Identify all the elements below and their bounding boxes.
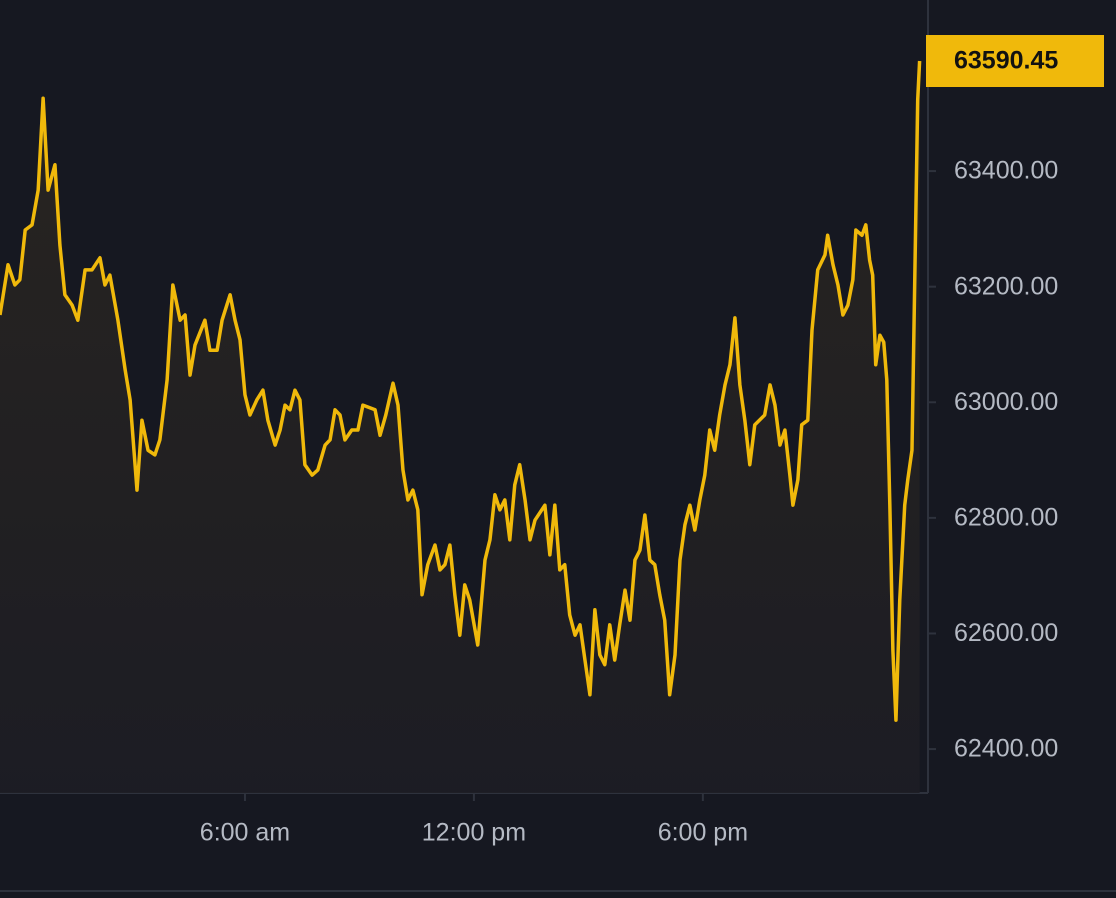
y-tick-label: 63400.00 xyxy=(954,157,1058,185)
x-tick-label: 6:00 am xyxy=(200,819,290,847)
y-tick-label: 63200.00 xyxy=(954,272,1058,300)
x-tick-label: 12:00 pm xyxy=(422,819,526,847)
y-tick-label: 62400.00 xyxy=(954,735,1058,763)
y-tick-label: 62600.00 xyxy=(954,619,1058,647)
y-tick-label: 63000.00 xyxy=(954,388,1058,416)
x-tick-label: 6:00 pm xyxy=(658,819,748,847)
y-tick-label: 62800.00 xyxy=(954,503,1058,531)
last-price-label: 63590.45 xyxy=(954,47,1058,75)
last-price-tag xyxy=(926,35,1104,88)
price-line xyxy=(0,60,922,722)
area xyxy=(0,61,920,793)
